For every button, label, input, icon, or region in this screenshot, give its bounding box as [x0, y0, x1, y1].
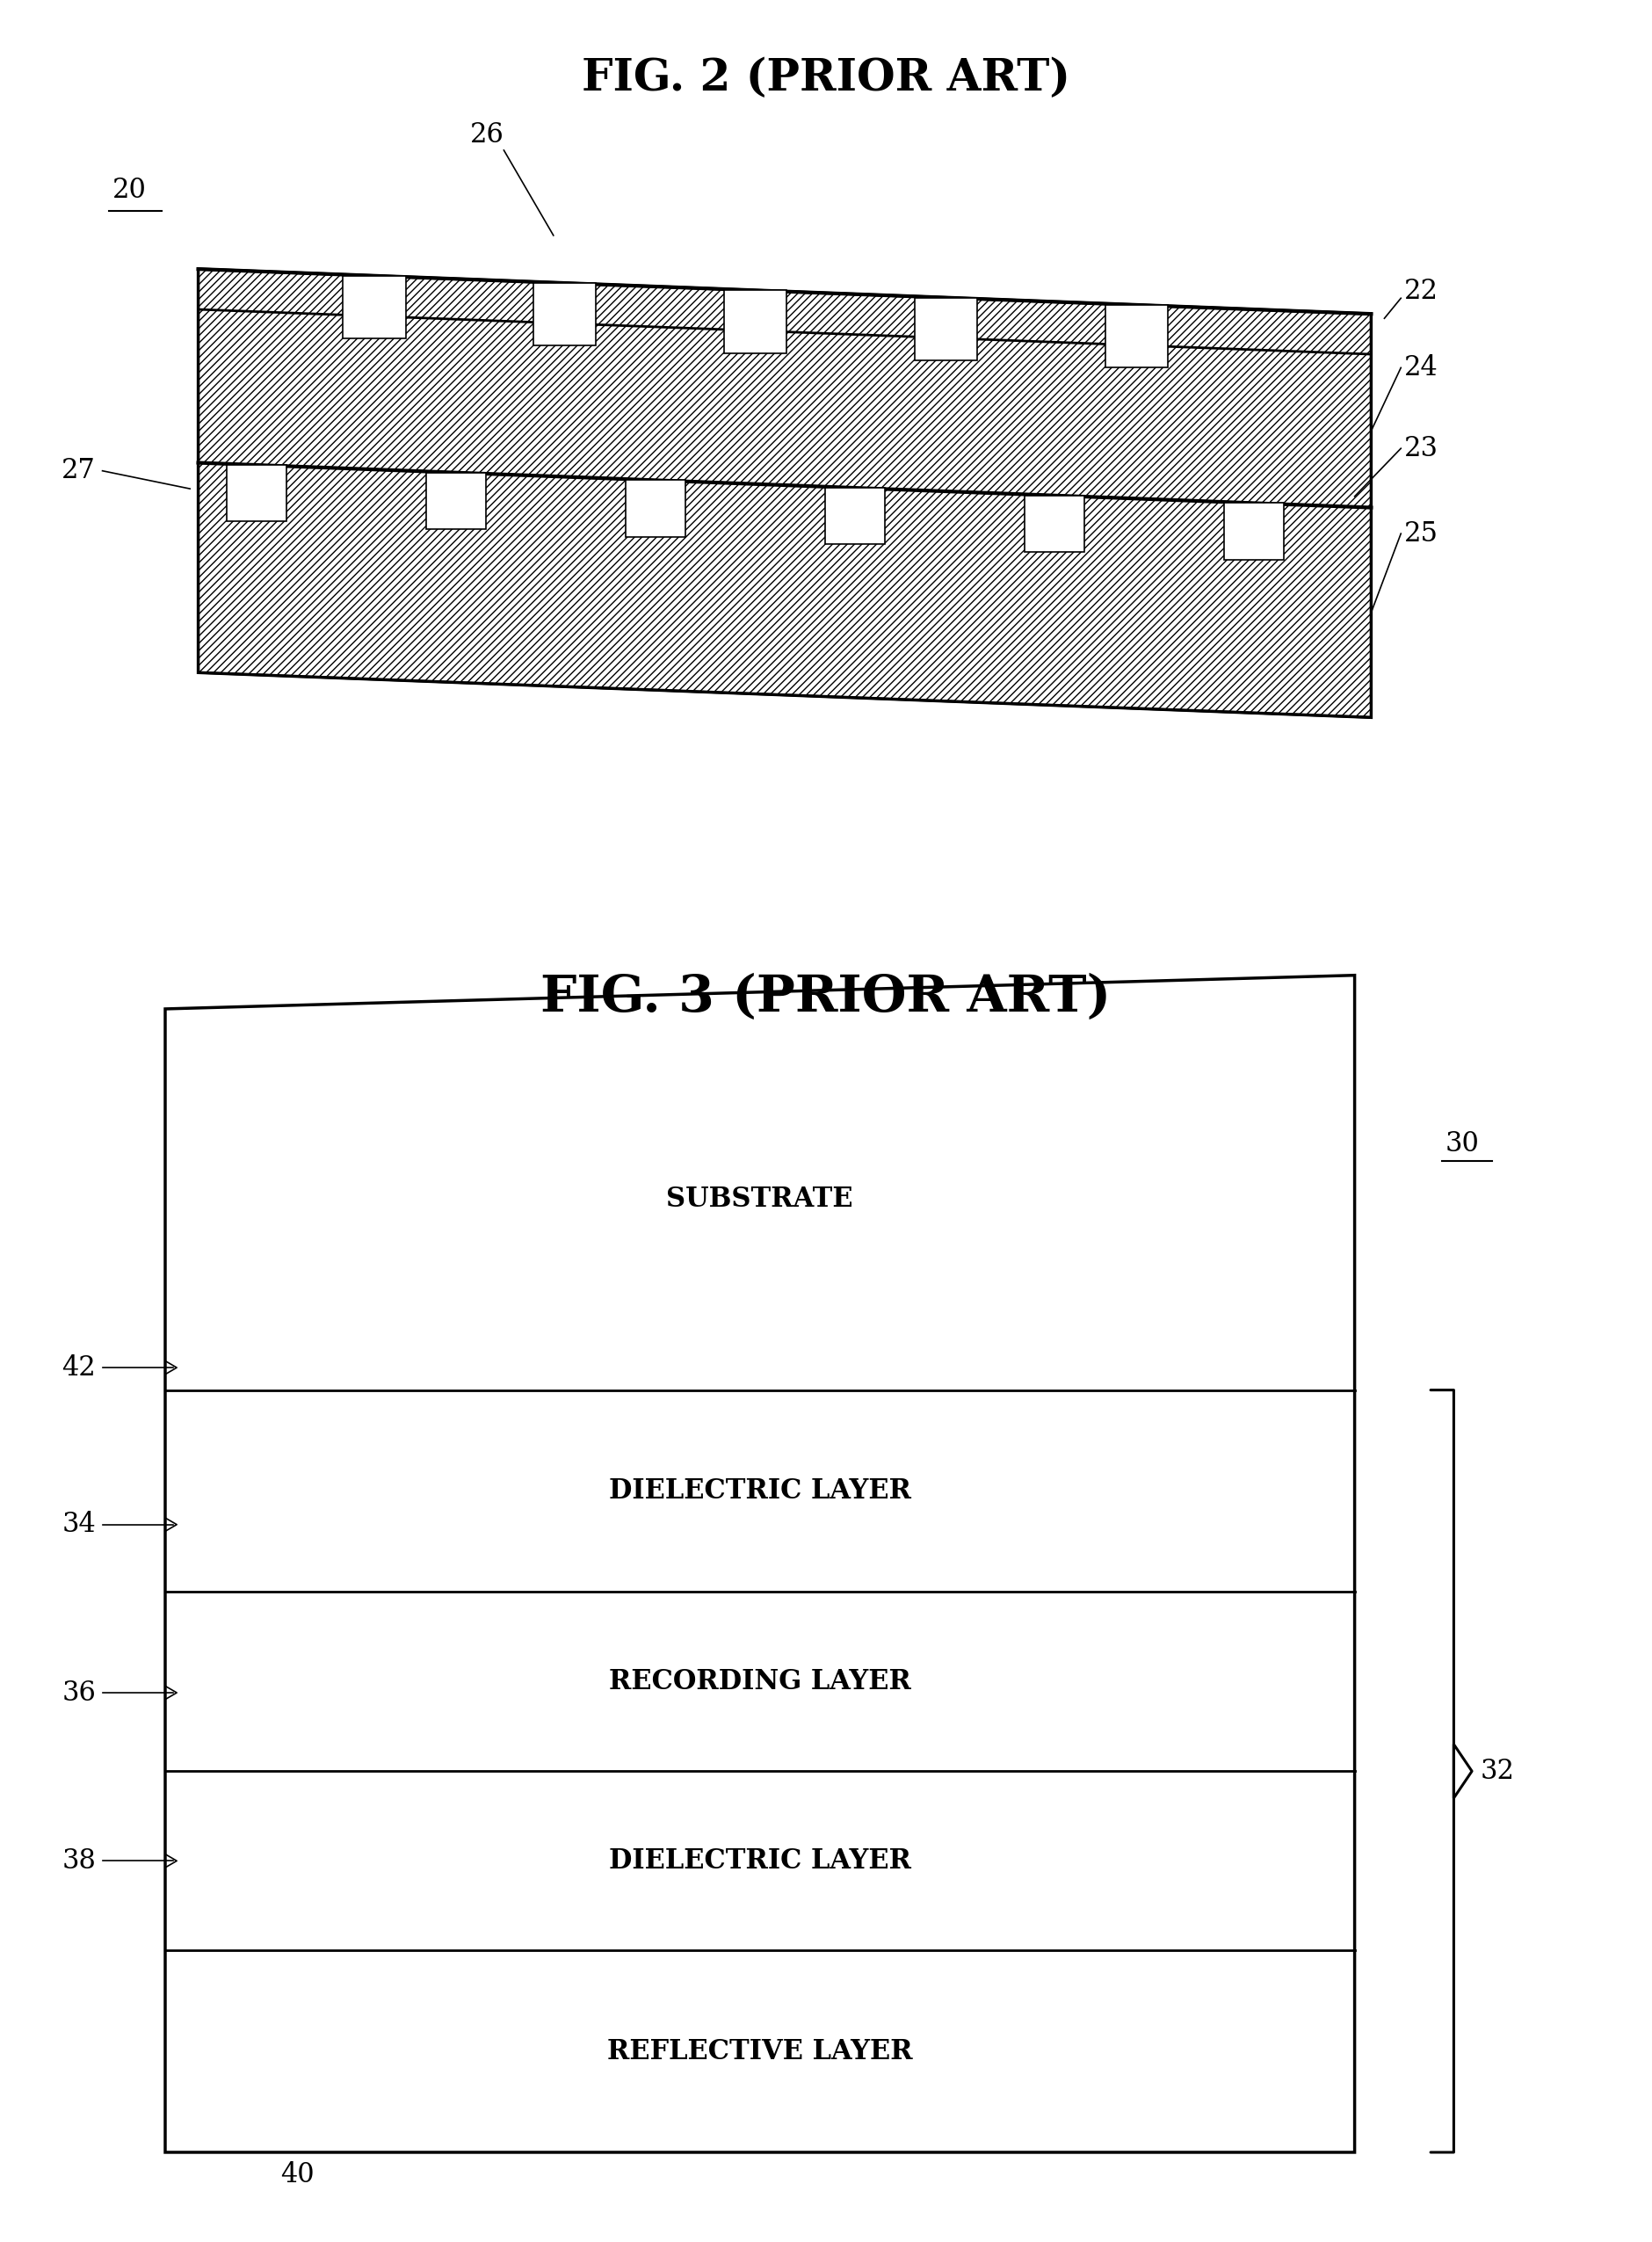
Text: RECORDING LAYER: RECORDING LAYER	[610, 1668, 910, 1695]
Polygon shape	[165, 975, 1355, 2152]
Text: 42: 42	[61, 1354, 96, 1381]
Text: 40: 40	[281, 2161, 314, 2188]
Text: 30: 30	[1446, 1130, 1480, 1157]
Text: 38: 38	[61, 1847, 96, 1874]
Text: 25: 25	[1404, 520, 1439, 547]
Polygon shape	[626, 480, 686, 536]
Text: 24: 24	[1404, 354, 1439, 381]
Text: DIELECTRIC LAYER: DIELECTRIC LAYER	[610, 1477, 910, 1504]
Text: FIG. 3 (PRIOR ART): FIG. 3 (PRIOR ART)	[540, 973, 1112, 1022]
Text: 27: 27	[61, 457, 96, 484]
Polygon shape	[198, 269, 1371, 507]
Polygon shape	[915, 298, 978, 361]
Text: 26: 26	[471, 121, 504, 148]
Text: SUBSTRATE: SUBSTRATE	[666, 1186, 854, 1213]
Polygon shape	[1105, 305, 1168, 368]
Polygon shape	[534, 282, 596, 345]
Text: FIG. 2 (PRIOR ART): FIG. 2 (PRIOR ART)	[582, 56, 1070, 101]
Polygon shape	[426, 473, 486, 529]
Text: REFLECTIVE LAYER: REFLECTIVE LAYER	[608, 2038, 912, 2065]
Text: 20: 20	[112, 177, 147, 204]
Text: DIELECTRIC LAYER: DIELECTRIC LAYER	[610, 1847, 910, 1874]
Text: 23: 23	[1404, 435, 1439, 462]
Polygon shape	[344, 276, 406, 339]
Polygon shape	[198, 462, 1371, 717]
Text: 36: 36	[61, 1679, 96, 1706]
Polygon shape	[1024, 495, 1084, 552]
Text: 32: 32	[1480, 1758, 1515, 1785]
Polygon shape	[724, 289, 786, 352]
Polygon shape	[1224, 502, 1284, 560]
Polygon shape	[226, 464, 287, 522]
Text: 34: 34	[61, 1511, 96, 1538]
Text: 22: 22	[1404, 278, 1439, 305]
Polygon shape	[826, 489, 885, 545]
